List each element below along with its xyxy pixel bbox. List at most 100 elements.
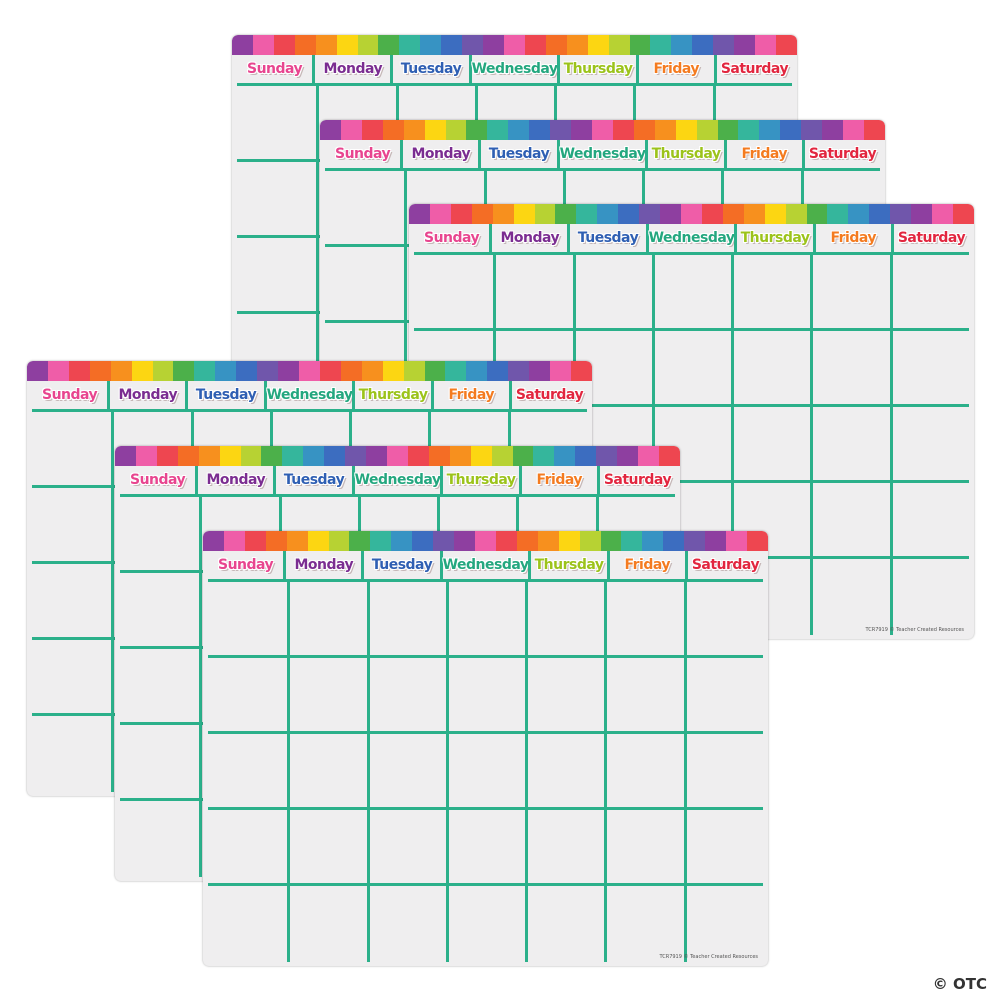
date-cell xyxy=(889,407,969,483)
stripe-block xyxy=(785,204,807,224)
stripe-block xyxy=(273,35,295,55)
stripe-block xyxy=(409,204,430,224)
date-cell xyxy=(237,162,317,238)
stripe-block xyxy=(203,531,224,551)
date-cell xyxy=(208,886,287,962)
day-label-thursday: Thursday xyxy=(645,140,723,168)
day-label-wednesday: Wednesday xyxy=(556,140,646,168)
date-cell xyxy=(651,331,732,407)
stripe-block xyxy=(597,204,619,224)
stripe-block xyxy=(650,35,672,55)
date-cell xyxy=(810,331,890,407)
stripe-block xyxy=(491,446,513,466)
stripe-block xyxy=(827,204,849,224)
stripe-block xyxy=(361,120,383,140)
stripe-block xyxy=(726,531,747,551)
rainbow-stripe xyxy=(27,361,592,381)
date-cell xyxy=(111,716,190,792)
stripe-block xyxy=(261,446,283,466)
stripe-block xyxy=(265,531,287,551)
stripe-block xyxy=(177,446,199,466)
stripe-block xyxy=(524,35,546,55)
stripe-block xyxy=(639,204,661,224)
day-label-saturday: Saturday xyxy=(684,551,763,579)
date-cell xyxy=(683,582,763,658)
day-label-friday: Friday xyxy=(518,466,597,494)
date-cell xyxy=(287,582,367,658)
stripe-block xyxy=(315,35,337,55)
stripe-block xyxy=(278,361,299,381)
stripe-block xyxy=(357,35,379,55)
day-label-sunday: Sunday xyxy=(335,146,391,162)
date-cell xyxy=(604,734,684,810)
date-cell xyxy=(651,255,732,331)
date-cell xyxy=(525,886,604,962)
stripe-block xyxy=(503,35,525,55)
stripe-block xyxy=(324,446,346,466)
date-cell xyxy=(237,238,317,314)
date-cell xyxy=(32,488,112,564)
stripe-block xyxy=(407,446,429,466)
date-cell xyxy=(32,640,112,716)
stripe-block xyxy=(571,120,592,140)
date-cell xyxy=(208,658,288,734)
stripe-block xyxy=(863,120,885,140)
day-header-row: Sunday Monday Tuesday Wednesday Thursday Frid… xyxy=(32,381,587,412)
date-cell xyxy=(604,810,684,886)
stripe-block xyxy=(575,446,597,466)
stripe-block xyxy=(487,120,509,140)
date-cell xyxy=(525,810,605,886)
day-label-thursday: Thursday xyxy=(557,55,635,83)
stripe-block xyxy=(705,531,727,551)
stripe-block xyxy=(320,120,341,140)
stripe-block xyxy=(512,446,534,466)
stripe-block xyxy=(429,204,451,224)
stripe-block xyxy=(462,35,484,55)
stripe-block xyxy=(403,120,425,140)
date-cell xyxy=(810,483,890,559)
day-label-tuesday: Tuesday xyxy=(478,140,556,168)
date-cell xyxy=(651,407,732,483)
stripe-block xyxy=(257,361,279,381)
stripe-block xyxy=(198,446,220,466)
stripe-block xyxy=(608,35,630,55)
date-cell xyxy=(445,658,526,734)
stripe-block xyxy=(550,361,571,381)
stripe-block xyxy=(328,531,350,551)
stripe-block xyxy=(378,35,400,55)
date-cell xyxy=(445,582,526,658)
stripe-block xyxy=(244,531,266,551)
stripe-block xyxy=(717,120,739,140)
calendar-grid xyxy=(208,582,763,962)
stripe-block xyxy=(236,361,258,381)
stripe-block xyxy=(516,531,538,551)
day-label-monday: Monday xyxy=(195,466,273,494)
date-cell xyxy=(366,658,446,734)
stripe-block xyxy=(537,531,559,551)
day-label-friday: Friday xyxy=(606,551,685,579)
date-cell xyxy=(32,716,111,792)
date-cell xyxy=(683,810,763,886)
day-label-saturday: Saturday xyxy=(508,381,587,409)
stripe-block xyxy=(587,35,609,55)
date-cell xyxy=(810,407,890,483)
rainbow-stripe xyxy=(203,531,768,551)
day-label-sunday: Sunday xyxy=(424,230,480,246)
date-cell xyxy=(366,734,446,810)
stripe-block xyxy=(449,446,471,466)
stripe-block xyxy=(336,35,358,55)
stripe-block xyxy=(558,531,580,551)
date-cell xyxy=(604,658,684,734)
stripe-block xyxy=(27,361,48,381)
stripe-block xyxy=(470,446,492,466)
day-label-tuesday: Tuesday xyxy=(567,224,645,252)
stripe-block xyxy=(680,204,702,224)
stripe-block xyxy=(508,361,530,381)
stripe-block xyxy=(391,531,413,551)
stripe-block xyxy=(454,531,475,551)
day-label-monday: Monday xyxy=(107,381,185,409)
stripe-block xyxy=(671,35,693,55)
stripe-block xyxy=(349,531,371,551)
publisher-credit: TCR7919 © Teacher Created Resources xyxy=(865,627,964,633)
date-cell xyxy=(572,255,652,331)
